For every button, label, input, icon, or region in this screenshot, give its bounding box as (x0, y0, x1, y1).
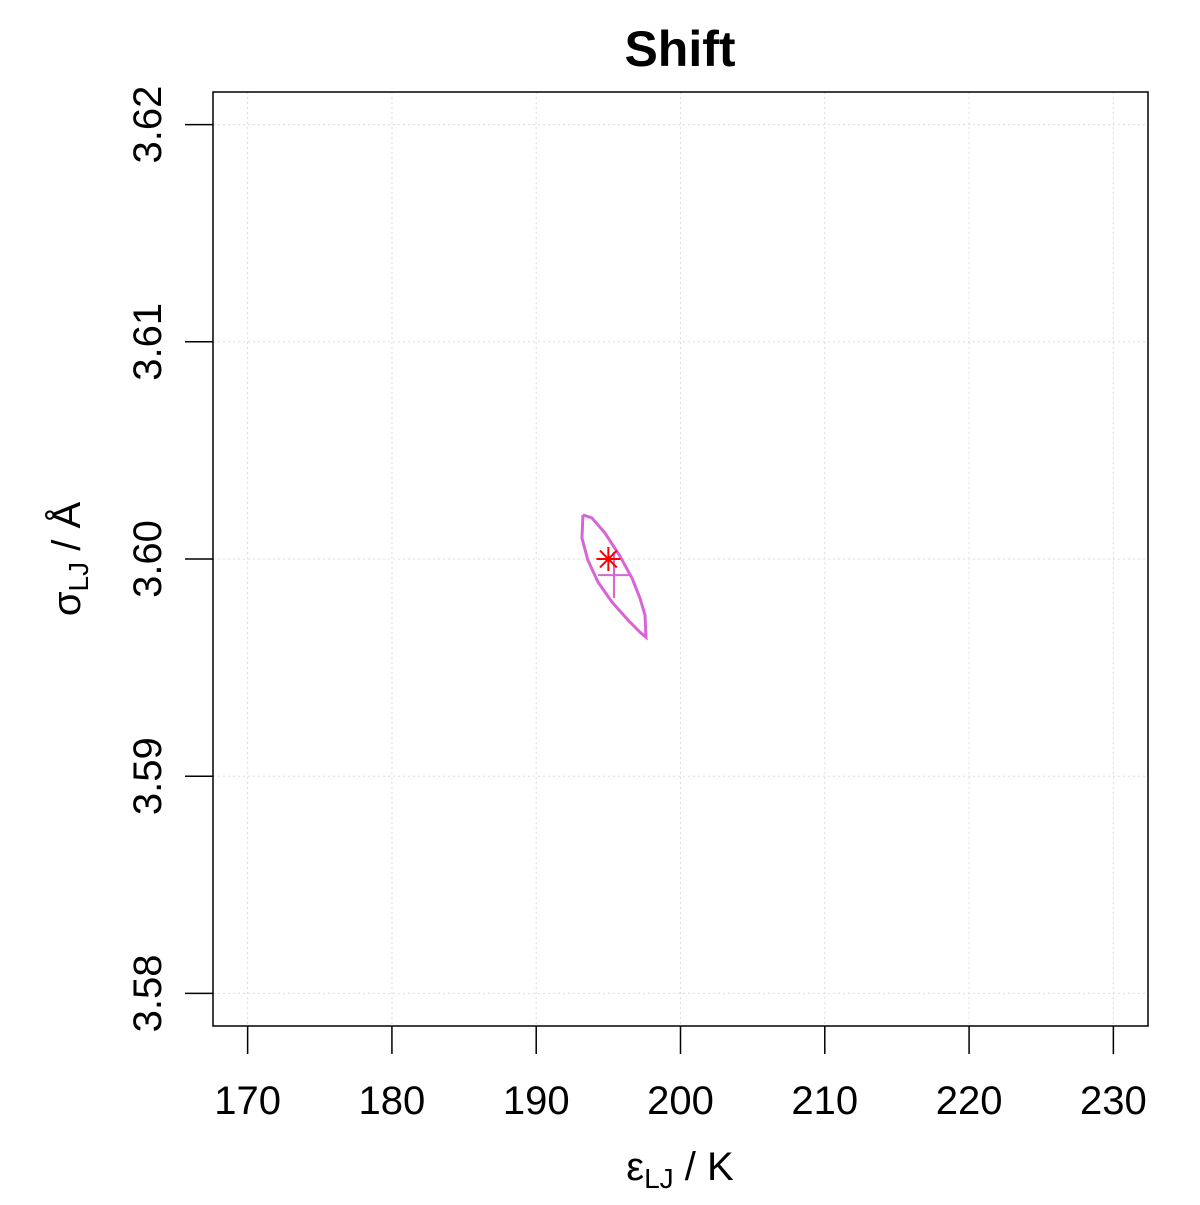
y-label-unit: / Å (44, 502, 89, 562)
chart-title: Shift (624, 21, 735, 77)
x-label-symbol: ε (626, 1145, 644, 1189)
y-label-subscript: LJ (63, 562, 94, 592)
y-tick-label: 3.58 (126, 954, 170, 1032)
y-label-symbol: σ (45, 591, 89, 616)
reference-point (596, 547, 621, 571)
x-tick-label: 180 (359, 1079, 426, 1123)
x-tick-label: 210 (791, 1079, 858, 1123)
contour (580, 513, 648, 641)
plot-frame (212, 91, 1149, 1027)
y-tick-label: 3.60 (126, 520, 170, 598)
y-tick-label: 3.59 (126, 737, 170, 815)
y-tick-label: 3.62 (126, 86, 170, 164)
x-tick-label: 220 (936, 1079, 1003, 1123)
x-tick-label: 230 (1080, 1079, 1147, 1123)
x-label-unit: / K (674, 1145, 734, 1189)
x-tick-label: 170 (214, 1079, 281, 1123)
x-label-subscript: LJ (644, 1163, 674, 1194)
y-axis-label: σLJ / Å (44, 502, 94, 617)
x-axis-label: εLJ / K (626, 1145, 734, 1194)
x-tick-label: 190 (503, 1079, 570, 1123)
asterisk-stroke (599, 549, 618, 569)
x-tick-label: 200 (647, 1079, 714, 1123)
y-tick-label: 3.61 (126, 303, 170, 381)
